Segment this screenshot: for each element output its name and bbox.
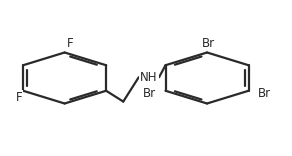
Text: F: F bbox=[67, 37, 74, 51]
Text: NH: NH bbox=[140, 71, 158, 84]
Text: Br: Br bbox=[143, 87, 156, 100]
Text: Br: Br bbox=[202, 37, 215, 51]
Text: F: F bbox=[15, 91, 22, 104]
Text: Br: Br bbox=[258, 87, 271, 100]
